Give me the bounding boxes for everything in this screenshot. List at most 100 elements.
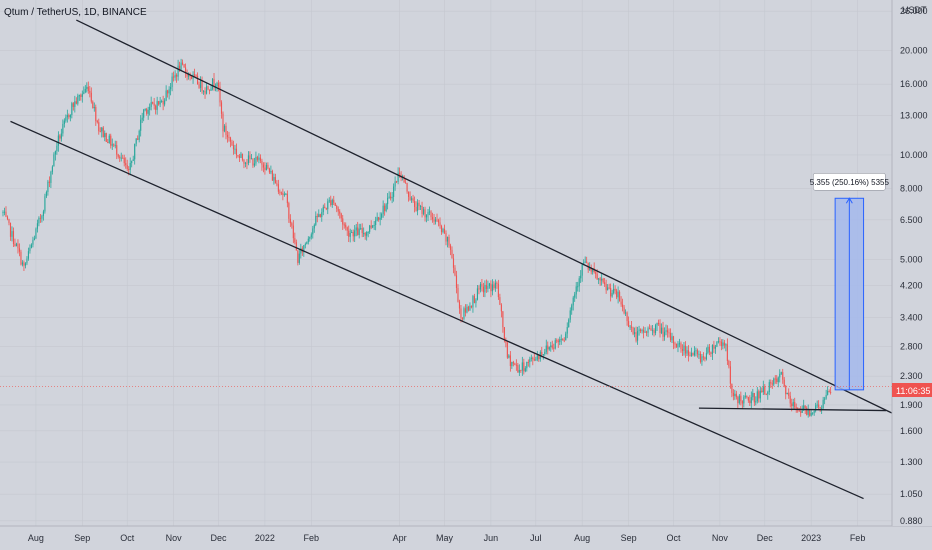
price-tick-label: 13.000 (900, 110, 928, 120)
candle-body (241, 153, 244, 160)
candle-body (409, 196, 411, 200)
candle-body (660, 327, 663, 334)
candle-body (654, 325, 657, 334)
candle-body (12, 231, 15, 244)
candle-body (249, 155, 251, 159)
candle-body (607, 287, 609, 291)
candle-body (755, 401, 757, 403)
candle-body (461, 317, 464, 319)
candle-body (364, 233, 366, 236)
time-axis-background[interactable] (0, 526, 932, 550)
price-axis-background[interactable] (892, 0, 932, 526)
candle-body (116, 145, 118, 155)
candle-body (182, 62, 184, 65)
candle-body (390, 196, 392, 199)
candle-body (719, 341, 721, 343)
candle-body (86, 86, 88, 89)
candle-body (675, 343, 678, 348)
candle-body (821, 408, 823, 410)
candle-body (604, 282, 606, 285)
candle-body (729, 366, 731, 384)
candle-body (132, 159, 134, 161)
candle-body (27, 251, 29, 259)
candle-body (173, 76, 175, 78)
candle-body (384, 205, 386, 212)
candle-body (303, 245, 305, 253)
candle-body (647, 328, 649, 333)
candle-body (443, 229, 446, 234)
candle-body (683, 345, 685, 351)
candle-body (108, 135, 110, 143)
candle-body (568, 319, 570, 328)
candle-body (243, 159, 245, 164)
candle-body (228, 137, 230, 139)
candle-body (102, 127, 104, 138)
price-tick-label: 5.000 (900, 254, 923, 264)
candle-body (83, 92, 85, 94)
candle-body (223, 125, 226, 132)
candle-body (424, 209, 426, 218)
candle-body (463, 308, 465, 319)
candle-body (521, 362, 523, 371)
time-tick-label: Dec (757, 533, 774, 543)
candle-body (259, 157, 261, 161)
trendline[interactable] (698, 407, 887, 412)
candle-body (8, 219, 10, 223)
candle-body (411, 198, 413, 200)
time-tick-label: Apr (393, 533, 407, 543)
candle-body (135, 138, 137, 144)
measure-label-box (813, 172, 886, 191)
candle-body (141, 117, 143, 120)
candle-body (131, 160, 133, 164)
candle-body (554, 340, 556, 349)
candle-body (92, 101, 94, 109)
candle-body (717, 341, 719, 343)
candle-body (226, 134, 229, 138)
candle-body (476, 288, 478, 300)
candle-body (518, 370, 520, 373)
trendline[interactable] (10, 120, 864, 500)
candles[interactable] (2, 58, 832, 418)
candle-body (2, 211, 4, 214)
candle-body (41, 215, 43, 219)
candle-body (291, 223, 293, 226)
candle-body (18, 248, 21, 252)
candle-body (490, 283, 492, 292)
candle-body (753, 393, 755, 403)
candle-body (59, 135, 61, 139)
candle-body (63, 120, 65, 125)
time-axis[interactable]: Aug Sep Oct Nov Dec 2022 Feb Apr May Jun Jul Aug Sep… (28, 533, 865, 543)
candle-body (357, 227, 359, 235)
candle-body (572, 297, 574, 306)
candle-body (51, 166, 53, 172)
price-axis[interactable]: 26.000 20.000 16.000 13.000 10.000 8.000 6.500… (900, 6, 928, 526)
candle-body (50, 171, 52, 183)
candle-body (449, 245, 452, 250)
candle-body (792, 402, 794, 407)
candle-body (580, 275, 582, 279)
candle-body (176, 74, 178, 77)
candle-body (434, 219, 437, 222)
candle-body (247, 155, 250, 164)
candle-body (782, 372, 784, 380)
candle-body (123, 157, 125, 164)
candle-body (562, 338, 564, 341)
candle-body (295, 242, 297, 251)
candle-body (605, 284, 607, 291)
candle-body (536, 355, 538, 360)
trendline[interactable] (76, 19, 893, 414)
drawings[interactable]: 5.355 (250.16%) 5355 (0, 19, 893, 500)
candle-body (806, 407, 808, 415)
candle-body (747, 397, 749, 401)
candle-body (48, 181, 50, 183)
candle-body (152, 102, 154, 104)
candle-body (101, 127, 103, 132)
candle-body (298, 253, 300, 263)
candle-body (677, 343, 679, 348)
candle-body (725, 344, 727, 346)
candle-body (762, 386, 764, 393)
candle-body (764, 386, 766, 395)
